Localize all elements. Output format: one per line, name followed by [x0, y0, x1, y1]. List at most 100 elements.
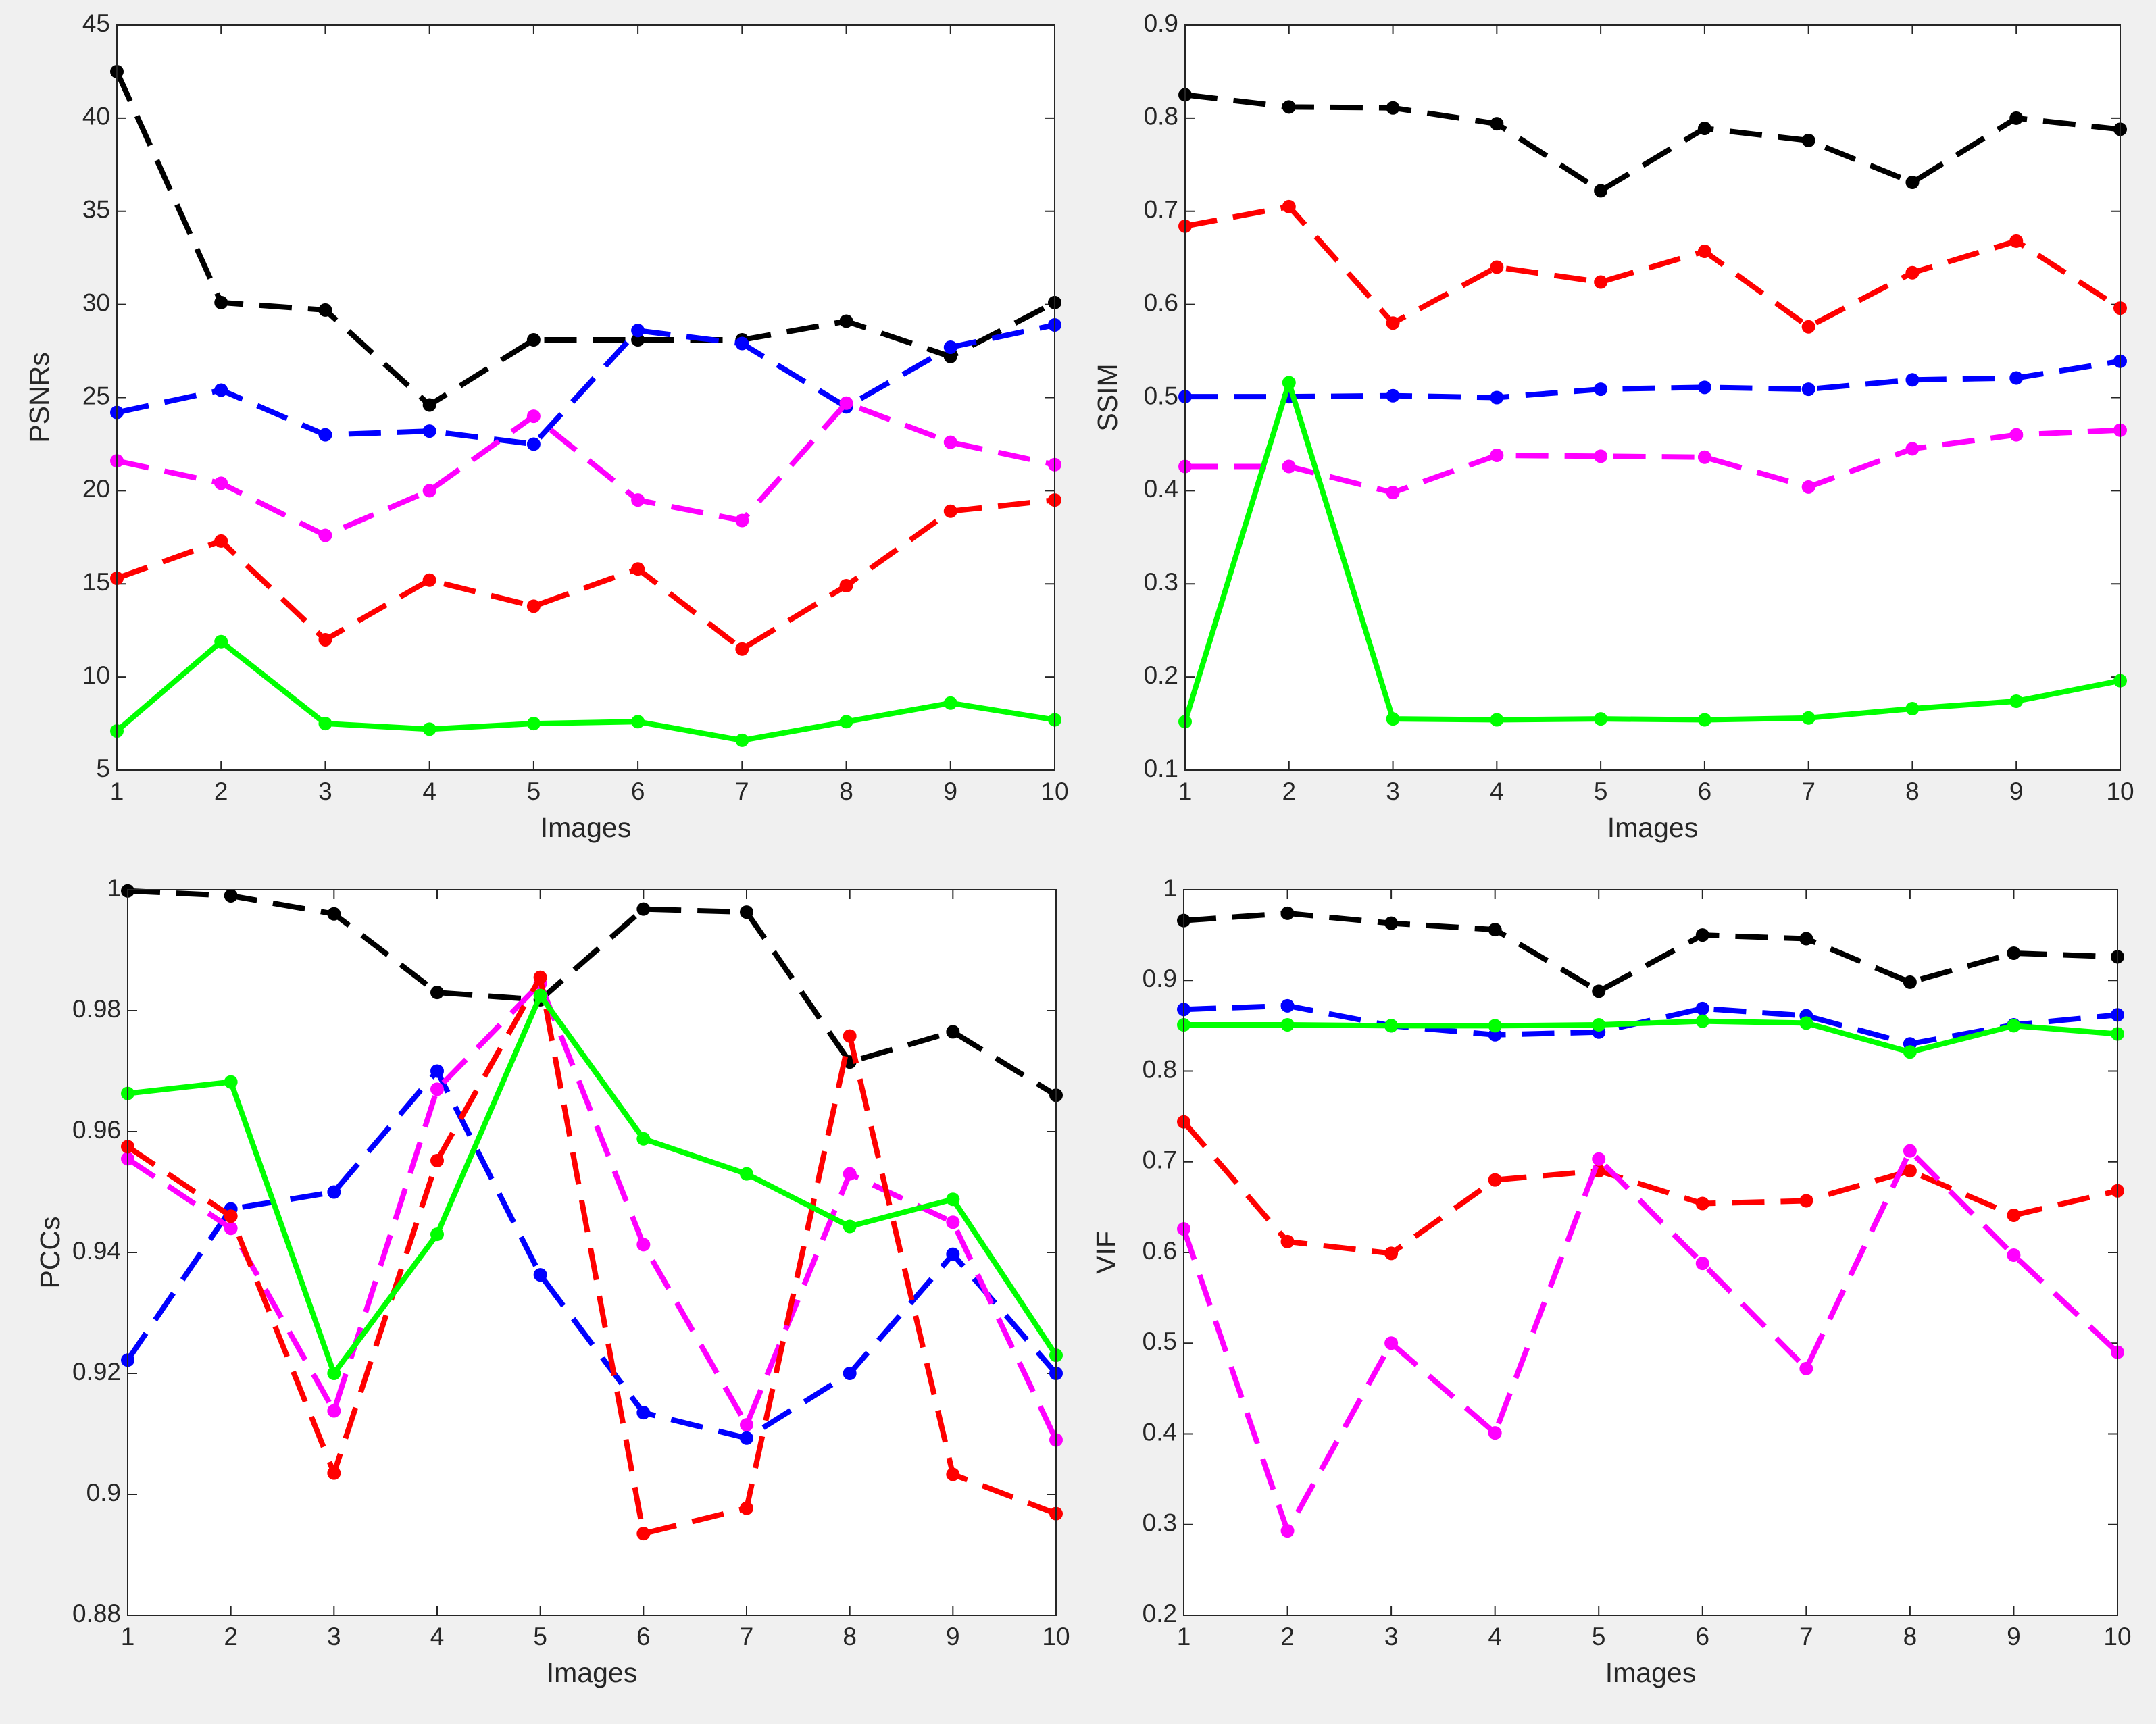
point [1695, 1196, 1709, 1211]
y-tick-label: 0.7 [1144, 196, 1178, 224]
x-tick-label: 10 [2103, 1623, 2131, 1650]
y-tick-label: 0.88 [72, 1600, 121, 1627]
point [1490, 390, 1504, 405]
point [1386, 486, 1400, 500]
point [1801, 320, 1815, 334]
point [735, 642, 749, 656]
x-tick-label: 1 [1177, 1623, 1191, 1650]
point [327, 1185, 341, 1199]
point [1905, 373, 1920, 387]
point [422, 398, 436, 412]
x-tick-label: 2 [224, 1623, 238, 1650]
point [946, 1192, 960, 1207]
point [526, 599, 541, 613]
point [735, 733, 749, 747]
point [1384, 1246, 1399, 1261]
x-tick-label: 1 [110, 778, 124, 805]
point [839, 715, 853, 729]
point [1490, 448, 1504, 462]
x-tick-label: 6 [1698, 778, 1712, 805]
point [533, 988, 547, 1003]
point [224, 888, 238, 903]
chart: 0.88 0.9 0.92 0.94 0.96 0.98 1 1 2 3 4 5 6 7 8 9 10 Image… [34, 874, 1070, 1688]
point [636, 1527, 651, 1541]
y-axis-label: PSNRs [24, 352, 55, 442]
x-tick-label: 5 [533, 1623, 547, 1650]
point [1386, 316, 1400, 330]
x-tick-label: 8 [1903, 1623, 1917, 1650]
point [2007, 946, 2021, 960]
chart: 0.1 0.2 0.3 0.4 0.5 0.6 0.7 0.8 0.9 1 2 3 4 5 6 7 8 9 10 Im… [1092, 9, 2134, 843]
point [318, 632, 332, 646]
point [327, 1404, 341, 1418]
series-line [1183, 910, 2118, 994]
point [1801, 382, 1815, 397]
point [1695, 1257, 1709, 1271]
x-tick-label: 5 [1594, 778, 1608, 805]
point [740, 1167, 753, 1181]
x-tick-label: 8 [843, 1623, 857, 1650]
plot-area [1184, 890, 2117, 1615]
point [1280, 1524, 1295, 1538]
x-tick-label: 3 [1384, 1623, 1399, 1650]
y-tick-label: 0.4 [1144, 475, 1178, 503]
point [946, 1247, 960, 1261]
point [1594, 184, 1608, 198]
series-line [127, 888, 1058, 1098]
chart: 0.2 0.3 0.4 0.5 0.6 0.7 0.8 0.9 1 1 2 3 4 5 6 7 8 9 10 Imag… [1090, 874, 2132, 1688]
point [318, 428, 332, 442]
point [2007, 1248, 2021, 1263]
x-tick-label: 5 [1592, 1623, 1606, 1650]
point [2009, 428, 2024, 442]
point [1903, 1144, 1917, 1158]
point [1282, 199, 1296, 213]
point [430, 986, 444, 1000]
series-line [1185, 358, 2121, 401]
x-axis-label: Images [1607, 812, 1698, 843]
point [1905, 442, 1920, 456]
x-tick-label: 8 [1905, 778, 1920, 805]
series-line [125, 1068, 1059, 1441]
point [214, 476, 228, 490]
x-tick-label: 6 [1695, 1623, 1709, 1650]
point [422, 722, 436, 736]
plot-frame [116, 24, 1055, 771]
point [1697, 122, 1711, 136]
plot-frame [1184, 24, 2121, 771]
point [318, 303, 332, 317]
point [1592, 984, 1606, 998]
x-tick-label: 9 [946, 1623, 960, 1650]
point [327, 1466, 341, 1480]
point [1592, 1018, 1606, 1032]
point [740, 1431, 753, 1445]
x-tick-label: 5 [527, 778, 541, 805]
y-tick-label: 0.2 [1144, 661, 1178, 689]
y-tick-label: 0.4 [1143, 1418, 1177, 1446]
point [636, 902, 651, 916]
point [224, 1075, 238, 1089]
point [1280, 1018, 1295, 1032]
point [2009, 234, 2024, 248]
y-tick-label: 0.2 [1143, 1600, 1177, 1627]
x-tick-label: 7 [1799, 1623, 1813, 1650]
x-tick-label: 7 [735, 778, 749, 805]
point [224, 1209, 238, 1223]
point [2007, 1208, 2021, 1222]
point [1490, 260, 1504, 274]
point [2007, 1019, 2021, 1033]
point [1695, 1001, 1709, 1015]
point [2009, 694, 2024, 708]
y-tick-label: 1 [1163, 874, 1177, 902]
y-tick-label: 0.92 [72, 1358, 121, 1386]
point [1490, 117, 1504, 131]
point [943, 504, 957, 518]
point [1905, 702, 1920, 716]
point [430, 1153, 444, 1167]
series-line [1184, 92, 2121, 194]
plot-area [117, 25, 1055, 770]
point [422, 424, 436, 438]
y-tick-label: 25 [82, 382, 110, 409]
point [318, 717, 332, 731]
point [843, 1167, 857, 1181]
x-tick-label: 4 [1488, 1623, 1502, 1650]
